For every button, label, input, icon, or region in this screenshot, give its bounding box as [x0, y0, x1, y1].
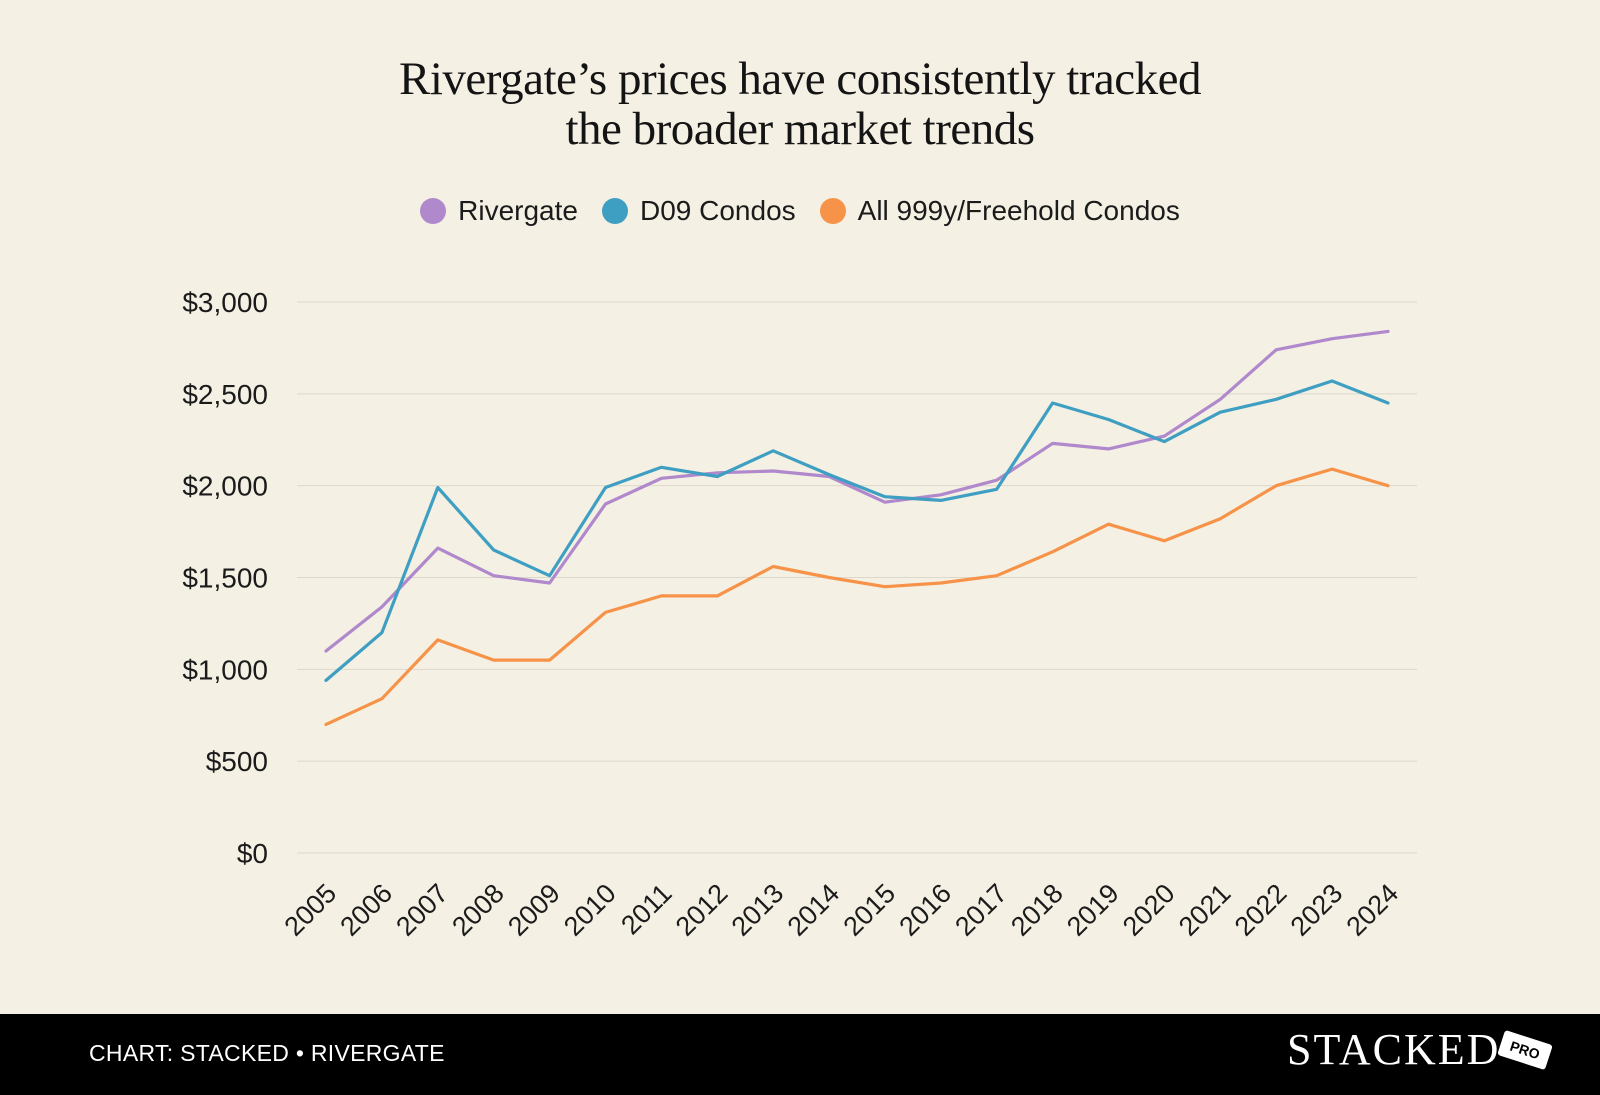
y-tick-label-2000: $2,000	[182, 471, 268, 502]
x-tick-label-2015: 2015	[837, 878, 901, 942]
x-tick-label-2007: 2007	[390, 878, 454, 942]
series-line-d09-condos	[324, 379, 1390, 683]
y-tick-label-1500: $1,500	[182, 563, 268, 594]
x-tick-label-2020: 2020	[1117, 878, 1181, 942]
x-tick-label-2006: 2006	[334, 878, 398, 942]
series-line-all-999y-freehold-condos	[324, 467, 1390, 727]
legend-item-d09-condos: D09 Condos	[601, 195, 796, 227]
line-chart: $0 $500 $1,000 $1,500 $2,000 $2,500 $3,000 2005…	[182, 287, 1417, 942]
x-tick-label-2021: 2021	[1173, 878, 1237, 942]
y-tick-label-500: $500	[206, 746, 268, 777]
x-tick-label-2024: 2024	[1341, 878, 1405, 942]
x-tick-label-2013: 2013	[726, 878, 790, 942]
x-tick-label-2018: 2018	[1005, 878, 1069, 942]
chart-title-line-2: the broader market trends	[565, 103, 1035, 155]
legend-label-d09-condos: D09 Condos	[639, 195, 796, 226]
legend-marker-all-condos	[819, 198, 846, 224]
y-tick-label-3000: $3,000	[182, 287, 268, 318]
x-tick-label-2022: 2022	[1229, 878, 1293, 942]
x-tick-label-2014: 2014	[782, 878, 846, 942]
brand-logo: STACKED	[1287, 1025, 1501, 1074]
legend-marker-rivergate	[420, 198, 447, 224]
legend-item-rivergate: Rivergate	[420, 195, 578, 227]
chart-credit: CHART: STACKED • RIVERGATE	[89, 1040, 445, 1066]
x-tick-label-2023: 2023	[1285, 878, 1349, 942]
x-tick-label-2005: 2005	[279, 878, 343, 942]
legend-item-all-condos: All 999y/Freehold Condos	[819, 195, 1180, 227]
chart-legend: Rivergate D09 Condos All 999y/Freehold C…	[0, 195, 1600, 227]
x-tick-label-2009: 2009	[502, 878, 566, 942]
chart-title-line-1: Rivergate’s prices have consistently tra…	[399, 53, 1201, 105]
series-line-rivergate	[324, 329, 1390, 653]
x-tick-label-2011: 2011	[615, 878, 677, 940]
legend-label-all-condos: All 999y/Freehold Condos	[857, 195, 1180, 226]
legend-label-rivergate: Rivergate	[458, 195, 578, 226]
x-tick-label-2016: 2016	[893, 878, 957, 942]
y-tick-label-0: $0	[237, 838, 268, 869]
legend-marker-d09-condos	[601, 198, 628, 224]
x-tick-label-2012: 2012	[670, 878, 734, 942]
x-tick-label-2008: 2008	[446, 878, 510, 942]
y-tick-label-2500: $2,500	[182, 379, 268, 410]
pro-badge: PRO	[1497, 1029, 1553, 1071]
x-tick-label-2010: 2010	[558, 878, 622, 942]
chart-title: Rivergate’s prices have consistently tra…	[0, 54, 1600, 154]
x-tick-label-2017: 2017	[949, 878, 1013, 942]
y-tick-label-1000: $1,000	[182, 654, 268, 685]
x-tick-label-2019: 2019	[1061, 878, 1125, 942]
footer-bar: CHART: STACKED • RIVERGATE STACKED PRO	[0, 1014, 1600, 1095]
